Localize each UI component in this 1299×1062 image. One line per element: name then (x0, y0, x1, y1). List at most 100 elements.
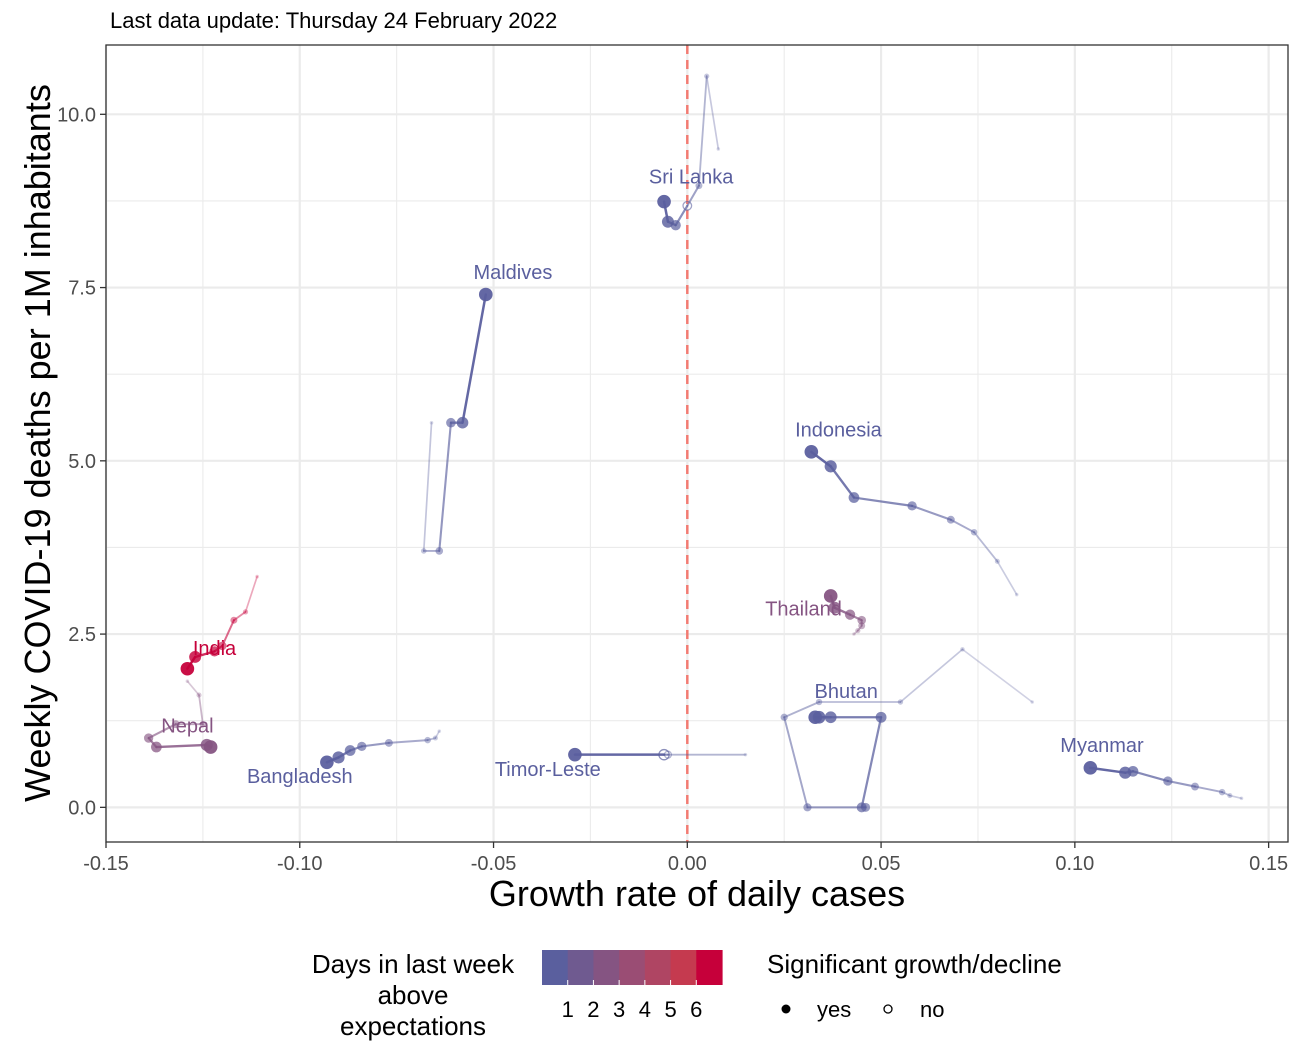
label-indonesia: Indonesia (795, 420, 883, 442)
x-tick-label: 0.15 (1249, 853, 1288, 875)
india-point (217, 641, 227, 651)
y-axis-ticks: 0.0 2.5 5.0 7.5 10.0 (57, 104, 106, 819)
country-labels: Sri Lanka Maldives Indonesia Thailand India N… (161, 167, 1144, 788)
color-scale-step (542, 950, 569, 985)
bangladesh-point (357, 741, 367, 752)
y-tick-label: 2.5 (68, 624, 96, 646)
x-tick-label: 0.10 (1055, 853, 1094, 875)
bhutan-point (875, 711, 887, 723)
maldives-point (429, 420, 434, 425)
bangladesh-point (424, 736, 431, 744)
bhutan-point (780, 713, 788, 721)
nepal-point (196, 692, 202, 698)
color-scale-step (619, 950, 646, 985)
bangladesh-point (344, 745, 356, 756)
nepal-point (143, 733, 154, 743)
bangladesh-segment (434, 730, 441, 739)
india-point (255, 574, 259, 579)
sri-lanka-point (657, 194, 671, 209)
maldives-point (478, 287, 493, 302)
maldives-point (456, 416, 469, 429)
label-bhutan: Bhutan (815, 681, 878, 703)
series-bangladesh (320, 729, 442, 770)
series-myanmar (1083, 761, 1244, 801)
myanmar-point (1218, 788, 1226, 796)
x-axis-title: Growth rate of daily cases (489, 873, 905, 914)
myanmar-segment (1221, 791, 1231, 797)
bhutan-point (803, 803, 812, 812)
india-point (242, 609, 249, 615)
sri-lanka-segment (705, 75, 720, 150)
shape-legend-yes: yes (817, 997, 851, 1022)
shape-legend-title: Significant growth/decline (767, 949, 1062, 979)
label-nepal: Nepal (161, 715, 213, 737)
bangladesh-point (320, 755, 334, 770)
color-scale-label: 5 (664, 997, 676, 1022)
label-bangladesh: Bangladesh (247, 766, 353, 788)
sri-lanka-point (695, 182, 703, 190)
bhutan-segment (860, 716, 883, 809)
india-segment (221, 619, 235, 647)
series-bhutan (780, 647, 1035, 813)
sri-lanka-point (661, 215, 674, 228)
shape-legend-no: no (920, 997, 944, 1022)
indonesia-segment (949, 518, 976, 534)
bhutan-point (897, 699, 904, 705)
color-scale-label: 6 (690, 997, 702, 1022)
myanmar-point (1239, 796, 1244, 801)
nepal-point (185, 679, 190, 684)
myanmar-point (1163, 776, 1173, 786)
y-tick-label: 5.0 (68, 451, 96, 473)
color-scale-label: 2 (587, 997, 599, 1022)
label-sri-lanka: Sri Lanka (649, 167, 734, 189)
indonesia-point (1014, 592, 1019, 597)
color-scale-step (567, 950, 595, 985)
myanmar-point (1119, 766, 1132, 779)
indonesia-point (824, 460, 837, 473)
series-sri-lanka (657, 73, 721, 231)
nepal-point (151, 741, 162, 753)
nepal-segment (147, 723, 177, 740)
indonesia-point (804, 445, 819, 459)
maldives-segment (461, 293, 488, 424)
thailand-point (855, 627, 861, 634)
series-india (180, 574, 259, 676)
y-tick-label: 0.0 (68, 797, 96, 819)
label-timor-leste: Timor-Leste (495, 759, 601, 781)
timor-leste-point (568, 747, 582, 762)
myanmar-point (1083, 761, 1098, 775)
x-tick-label: 0.00 (668, 853, 707, 875)
sri-lanka-point (704, 73, 710, 79)
nepal-point (171, 720, 180, 729)
bangladesh-point (332, 751, 345, 764)
myanmar-point (1227, 793, 1233, 799)
myanmar-segment (1131, 770, 1169, 783)
timor-leste-point (743, 752, 748, 757)
nepal-segment (198, 694, 204, 726)
x-tick-label: -0.10 (277, 853, 323, 875)
indonesia-point (946, 515, 955, 524)
thailand-point (852, 632, 856, 636)
y-tick-label: 7.5 (68, 278, 96, 300)
bangladesh-point (437, 729, 442, 733)
india-point (180, 661, 195, 676)
bhutan-point (1030, 700, 1035, 704)
nepal-point (199, 720, 207, 728)
indonesia-point (907, 501, 917, 511)
bhutan-segment (961, 648, 1034, 703)
country-trajectories (143, 73, 1244, 813)
last-update-caption: Last data update: Thursday 24 February 2… (110, 8, 557, 33)
series-indonesia (804, 445, 1019, 597)
sri-lanka-point (716, 147, 721, 151)
filled-point-legend-key (781, 1004, 791, 1014)
indonesia-segment (911, 504, 952, 521)
color-scale-step (696, 950, 723, 985)
india-point (189, 650, 202, 663)
color-scale-step (593, 950, 620, 985)
maldives-point (446, 417, 456, 428)
color-legend-title-line-1: Days in last week (312, 949, 515, 979)
color-scale-step (644, 950, 672, 985)
series-thailand (823, 589, 867, 636)
